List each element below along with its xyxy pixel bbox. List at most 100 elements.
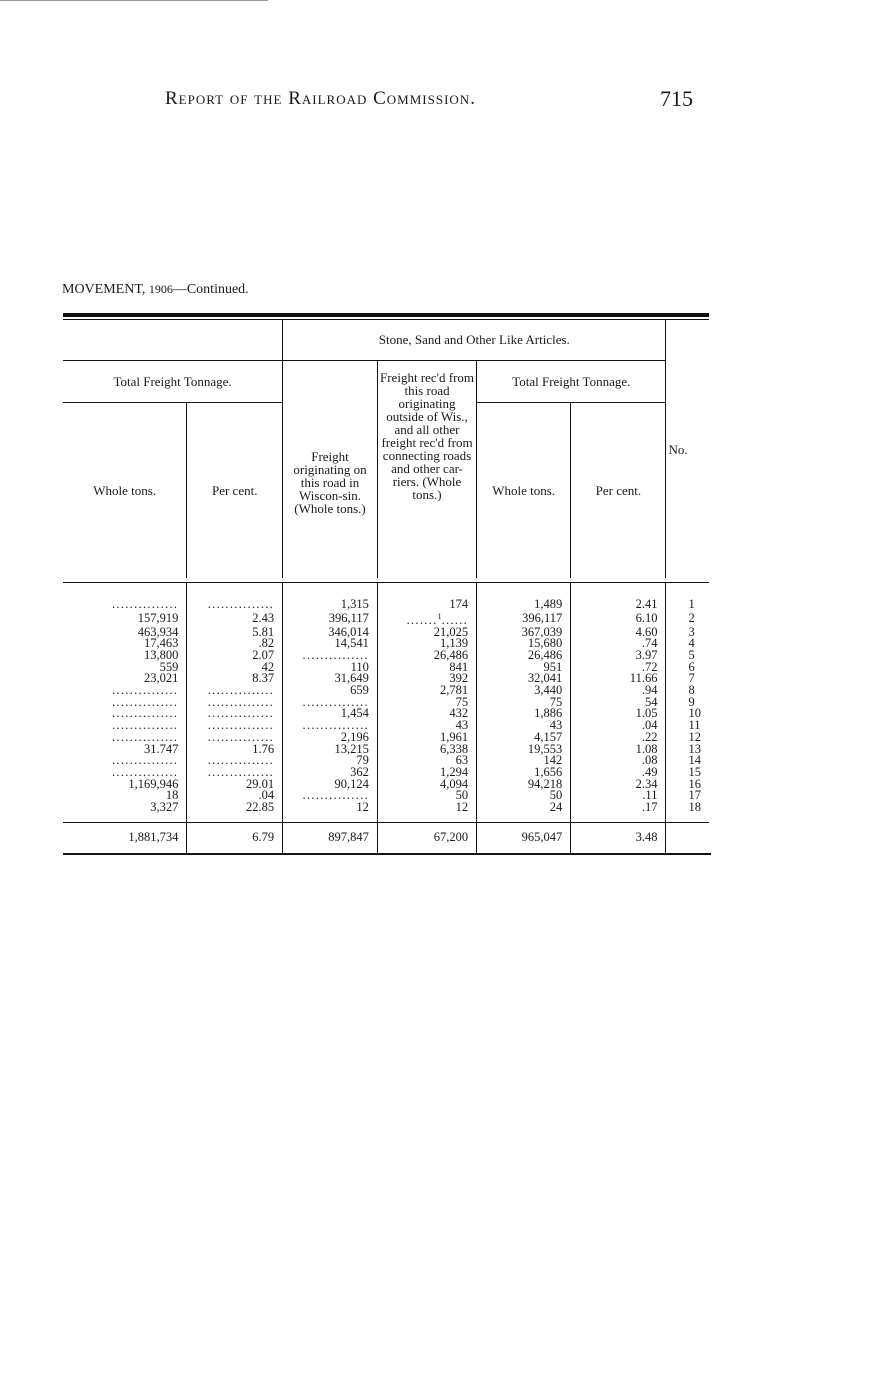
- cell: 3,327: [150, 800, 179, 815]
- cell: 26,486: [376, 649, 477, 662]
- cell: 965,047: [476, 821, 571, 853]
- cell: .94: [570, 684, 666, 697]
- cell: 9: [665, 696, 709, 709]
- table-row: 463,934 5.81 346,014 21,025 367,039 4.60 3: [63, 624, 709, 639]
- cell: .72: [570, 660, 666, 674]
- table-row: 1,169,946 29.01 90,124 4,094 94,218 2.34 16: [63, 777, 709, 791]
- cell: .82: [186, 637, 283, 650]
- cell: 5.81: [186, 625, 283, 639]
- cell: 13,800: [143, 647, 179, 662]
- cell: 54: [570, 696, 666, 709]
- cell: ...............: [282, 696, 378, 709]
- cell: [665, 821, 709, 853]
- caption-suffix: —Continued.: [172, 282, 249, 297]
- cell: 63: [376, 754, 477, 767]
- cell: 29.01: [186, 777, 283, 791]
- cell: 2.43: [186, 610, 283, 627]
- cell: 43: [476, 719, 571, 732]
- cell: 26,486: [476, 649, 571, 662]
- cell: 11.66: [570, 672, 666, 686]
- cell: ...............: [111, 765, 179, 779]
- cell: ...............: [186, 731, 283, 744]
- table-row: ........................................…: [63, 719, 709, 732]
- cell: 174: [376, 582, 477, 611]
- cell: 17,463: [143, 636, 179, 651]
- cell: 13,215: [282, 742, 378, 756]
- cell: 13: [665, 742, 709, 756]
- cell: ...............: [111, 597, 179, 611]
- cell: 897,847: [282, 821, 378, 853]
- cell: 50: [476, 789, 571, 803]
- cell: 463,934: [137, 624, 179, 639]
- cell: 1.76: [186, 742, 283, 756]
- cell: 4,094: [376, 777, 477, 791]
- cell: 6.79: [186, 821, 283, 853]
- cell: 1,656: [476, 766, 571, 779]
- table-row: 18.04............... 50 50.11 17: [63, 789, 709, 803]
- cell: ...............: [282, 789, 378, 803]
- cell: 559: [159, 659, 179, 674]
- cell: 1,489: [476, 582, 571, 611]
- cell: 1,881,734: [63, 821, 187, 853]
- cell: 8: [665, 684, 709, 697]
- table-row: .............................. 362 1,294 1,…: [63, 765, 709, 779]
- left-group-title: Total Freight Tonnage.: [63, 360, 283, 403]
- cell: 50: [376, 789, 477, 803]
- cell: 392: [376, 672, 477, 686]
- cell: 6,338: [376, 742, 477, 756]
- cell: 31.747: [143, 741, 179, 756]
- cell: 18: [665, 801, 709, 823]
- cell: ...............: [186, 684, 283, 697]
- cell: 32,041: [476, 672, 571, 686]
- cell: 75: [376, 696, 477, 709]
- cell: 2,781: [376, 684, 477, 697]
- cell: 367,039: [476, 625, 571, 639]
- cell: 110: [282, 660, 378, 674]
- cell: 5: [665, 649, 709, 662]
- cell: .22: [570, 731, 666, 744]
- cell: ...............: [111, 694, 179, 709]
- cell: 7: [665, 672, 709, 686]
- table-row: 13,800 2.07............... 26,486 26,486 3.9…: [63, 647, 709, 662]
- cell: 1.08: [570, 742, 666, 756]
- cell: 396,117: [476, 610, 571, 627]
- cell: .08: [570, 754, 666, 767]
- cell: 24: [476, 801, 571, 823]
- table-row: 559 42 110 841 951.72 6: [63, 659, 709, 674]
- cell: 4: [665, 637, 709, 650]
- cell: 11: [665, 719, 709, 732]
- cell: 15: [665, 766, 709, 779]
- cell: 10: [665, 707, 709, 721]
- cell: 1,454: [282, 707, 378, 721]
- cell: 2,196: [282, 731, 378, 744]
- cell: 3,440: [476, 684, 571, 697]
- cell: 17: [665, 789, 709, 803]
- cell: 42: [186, 660, 283, 674]
- cell: 22.85: [186, 801, 283, 823]
- col-pct: Per cent.: [186, 402, 283, 578]
- cell: 396,117: [282, 610, 378, 627]
- table-row: 3,327 22.85 12 12 24.17 18: [63, 800, 709, 823]
- table-row: 31.747 1.76 13,215 6,338 19,553 1.08 13: [63, 741, 709, 756]
- cell: 1,961: [376, 731, 477, 744]
- cell: 79: [282, 754, 378, 767]
- cell: 12: [376, 801, 477, 823]
- table-row: 17,463 .82 14,541 1,139 15,680.74 4: [63, 636, 709, 651]
- cell: 94,218: [476, 777, 571, 791]
- running-title: Report of the Railroad Commission.: [165, 88, 476, 109]
- cell: ...............: [186, 719, 283, 732]
- col-rec: Freight rec'd from this road originating…: [376, 360, 477, 578]
- cell: 14: [665, 754, 709, 767]
- cell: ...............: [186, 766, 283, 779]
- cell: .04: [186, 789, 283, 803]
- cell: ...............: [111, 706, 179, 721]
- cell: 15,680: [476, 637, 571, 650]
- cell: ...............: [186, 582, 283, 611]
- caption-year: 1906: [148, 282, 173, 296]
- caption-prefix: MOVEMENT,: [62, 282, 146, 297]
- cell: 2: [665, 610, 709, 627]
- table-row: .............................. 2,196 1,961…: [63, 731, 709, 744]
- cell: 4.60: [570, 625, 666, 639]
- cell: 1.05: [570, 707, 666, 721]
- cell: 142: [476, 754, 571, 767]
